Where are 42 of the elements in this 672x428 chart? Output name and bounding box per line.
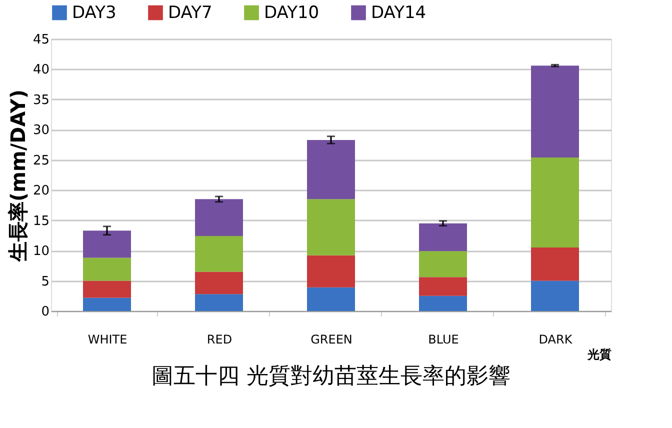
y-tick-label: 5 <box>41 274 50 290</box>
y-tick-label: 30 <box>32 123 50 138</box>
bar <box>83 298 131 311</box>
bar <box>195 199 243 236</box>
y-tick-label: 35 <box>32 92 50 108</box>
bar <box>307 287 355 311</box>
y-tick-label: 45 <box>32 32 50 48</box>
y-tick-label: 0 <box>41 304 50 320</box>
bar <box>531 280 579 311</box>
x-tick-label: DARK <box>538 332 574 346</box>
x-tick-label: WHITE <box>88 332 128 346</box>
bar <box>419 251 467 278</box>
y-axis-title: 生長率(mm/DAY) <box>6 90 30 262</box>
text: 圖五十四 光質對幼苗莖生長率的影響 <box>152 364 510 389</box>
x-tick-label: RED <box>206 332 232 346</box>
legend-label: DAY7 <box>168 2 212 23</box>
bar <box>307 140 355 200</box>
legend-label: DAY3 <box>72 2 116 23</box>
legend-label: DAY10 <box>264 2 320 23</box>
bar <box>307 255 355 288</box>
y-tick-label: 40 <box>32 62 50 78</box>
bar <box>419 296 467 311</box>
bar <box>419 277 467 296</box>
x-tick-label: BLUE <box>428 332 459 346</box>
x-axis-title: 光質 <box>586 348 612 362</box>
bar <box>531 66 579 158</box>
bar <box>195 272 243 294</box>
bar <box>195 236 243 272</box>
bar <box>83 258 131 281</box>
x-tick-label: GREEN <box>310 332 352 346</box>
legend-label: DAY14 <box>371 2 426 23</box>
y-tick-label: 15 <box>32 214 50 229</box>
y-tick-label: 10 <box>32 244 50 260</box>
bar <box>195 294 243 311</box>
bar <box>83 280 131 298</box>
bar <box>419 223 467 252</box>
bar <box>531 157 579 248</box>
bar <box>83 230 131 258</box>
y-tick-label: 20 <box>32 184 50 199</box>
y-tick-label: 25 <box>32 153 50 168</box>
bar <box>307 199 355 256</box>
bar <box>531 248 579 281</box>
